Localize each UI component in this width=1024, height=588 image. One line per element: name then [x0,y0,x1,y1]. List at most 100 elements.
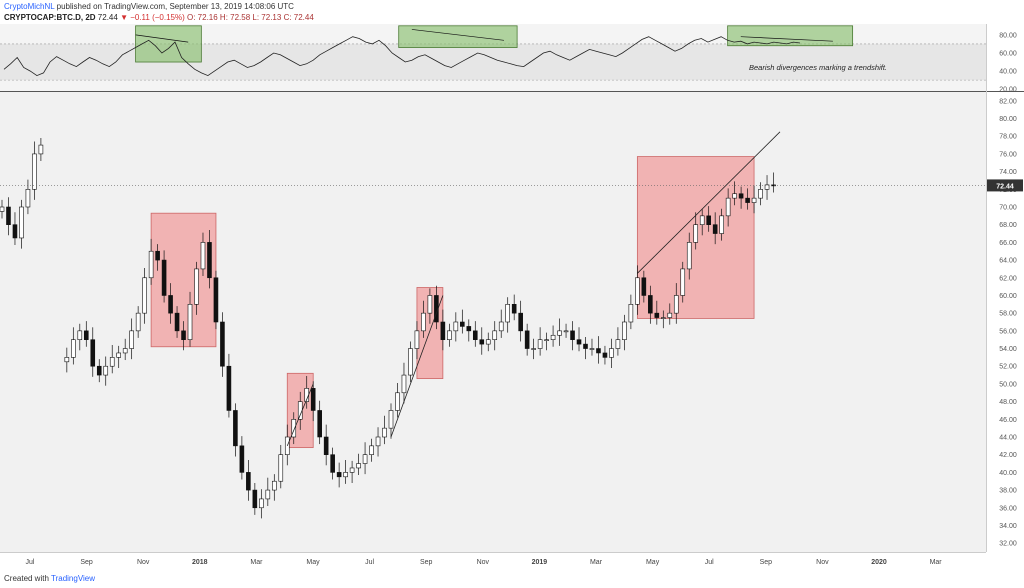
candle-body [511,304,517,314]
author-link[interactable]: CryptoMichNL [4,2,55,11]
candle [246,460,251,501]
candle-body [583,343,588,349]
candle-body [414,330,420,349]
candle-body [19,206,24,239]
candle [220,312,225,377]
price-layer [0,131,986,519]
candle [259,489,264,519]
tradingview-logo[interactable]: TradingView [51,574,96,583]
last-value-label: 72.44 [996,183,1014,190]
candle [699,208,705,236]
candle [505,297,511,333]
x-axis-tick: Jul [365,559,374,566]
candle-body [323,436,329,455]
candle [732,181,737,206]
rsi-y-tick: 20.00 [999,87,1017,94]
price-y-tick: 64.00 [999,258,1017,265]
candle [583,337,588,360]
price-y-tick: 54.00 [999,346,1017,353]
candle [64,347,70,373]
low-value: L: 72.13 [252,13,282,22]
candle-body [570,330,575,340]
candle-body [12,224,18,239]
candle [129,318,134,360]
candle [174,306,180,338]
candle [764,175,770,200]
candle [310,381,316,422]
candle [745,188,750,210]
price-y-tick: 66.00 [999,240,1017,247]
candle-body [317,410,322,438]
price-y-tick: 36.00 [999,505,1017,512]
candle-body [537,339,543,349]
candle-body [116,352,121,358]
candle-body [388,410,394,429]
candle-body [531,348,536,350]
candle-body [427,295,433,314]
candle [142,268,147,324]
candle [0,199,5,219]
rsi-y-tick: 60.00 [999,50,1017,57]
x-axis-tick: 2018 [192,559,208,566]
candle-body [498,321,504,332]
candle [233,403,238,457]
price-y-tick: 58.00 [999,311,1017,318]
high-value: H: 72.58 [219,13,251,22]
candle-body [135,312,141,332]
rsi-divergence-line [740,36,833,42]
candle-body [680,268,686,296]
rsi-annotation: Bearish divergences marking a trendshift… [749,63,887,72]
last-price: 72.44 [97,13,118,22]
candle [686,232,692,280]
candle [207,230,212,289]
candle-body [369,445,374,455]
candle [648,285,653,324]
candle [271,474,277,501]
price-y-tick: 50.00 [999,381,1017,388]
x-axis-tick: Sep [80,559,93,566]
candle [343,460,348,484]
candle [200,232,206,276]
last-value-badge [987,179,1023,192]
candle [356,453,361,476]
price-y-tick: 76.00 [999,151,1017,158]
price-y-tick: 34.00 [999,523,1017,530]
candle-body [155,250,160,261]
candle [155,244,160,271]
candle [589,338,595,356]
candle [6,197,11,236]
price-y-tick: 52.00 [999,364,1017,371]
candle [466,319,472,342]
rsi-divergence-line [411,29,505,41]
candle-body [25,189,31,208]
rsi-divergence-line [135,34,189,43]
candle [518,300,523,342]
candle-body [699,215,705,225]
symbol-label: CRYPTOCAP:BTC.D, 2D [4,13,96,22]
candle [609,338,614,368]
candle-body [453,321,459,332]
candle [187,291,193,347]
candle-body [725,197,731,217]
candle [375,427,381,457]
candle-body [32,153,37,190]
candle [576,327,582,352]
candle-body [447,330,452,340]
candle [213,270,219,330]
publish-header: CryptoMichNL published on TradingView.co… [4,2,294,11]
candle-body [187,304,193,340]
candle-body [706,215,711,225]
price-y-tick: 44.00 [999,435,1017,442]
candle-body [596,348,601,354]
candle [485,332,491,352]
candle [667,303,673,325]
candle [719,208,724,241]
x-axis-tick: May [306,559,320,566]
candle [440,309,446,351]
candle [109,345,115,374]
candle-body [161,259,167,296]
candle [116,345,121,368]
x-axis-tick: Mar [250,559,263,566]
candle-body [38,144,44,155]
